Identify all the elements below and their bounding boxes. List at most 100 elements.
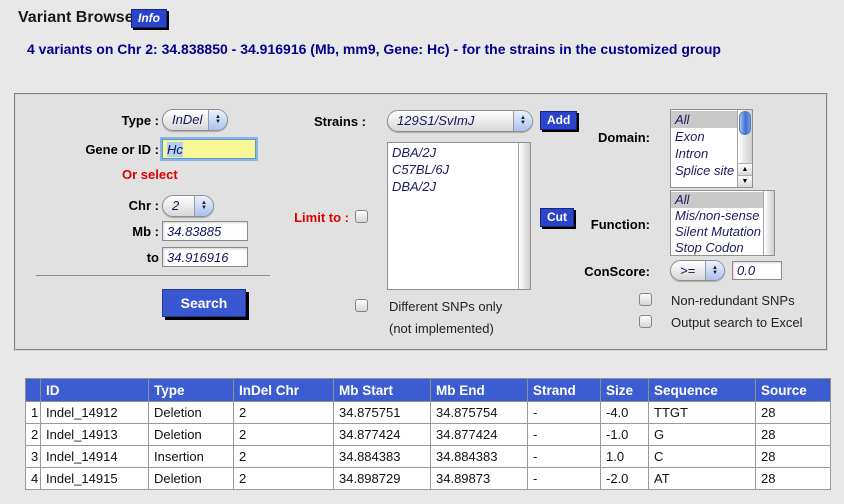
different-snps-label: Different SNPs only — [389, 299, 503, 314]
cell-source: 28 — [755, 467, 831, 490]
cell-size: -2.0 — [600, 467, 649, 490]
cell-source: 28 — [755, 423, 831, 446]
chr-select[interactable]: 2 ▲ ▼ — [162, 195, 214, 217]
cell-type: Deletion — [148, 401, 234, 424]
domain-listbox[interactable]: All Exon Intron Splice site ▲ ▼ — [670, 109, 753, 188]
result-summary: 4 variants on Chr 2: 34.838850 - 34.9169… — [27, 41, 721, 57]
page-title: Variant Browser — [18, 9, 140, 26]
type-select[interactable]: InDel ▲ ▼ — [162, 109, 228, 131]
cell-id: Indel_14912 — [40, 401, 149, 424]
col-header-indel-chr: InDel Chr — [233, 378, 334, 402]
limit-to-label: Limit to : — [294, 210, 349, 225]
spinner-arrows-icon: ▲ ▼ — [705, 261, 724, 280]
strains-listbox[interactable]: DBA/2J C57BL/6J DBA/2J — [387, 142, 531, 290]
search-form-panel: Type : InDel ▲ ▼ Gene or ID : Hc Or selec… — [14, 93, 828, 351]
cell-mb-end: 34.884383 — [430, 445, 528, 468]
cell-index: 1 — [25, 401, 41, 424]
scroll-up-icon[interactable]: ▲ — [738, 163, 752, 175]
function-option[interactable]: All — [671, 192, 763, 208]
strains-list-item[interactable]: DBA/2J — [392, 145, 437, 160]
add-strain-button[interactable]: Add — [540, 111, 578, 130]
cell-mb-start: 34.877424 — [333, 423, 431, 446]
cell-id: Indel_14913 — [40, 423, 149, 446]
cell-strand: - — [527, 401, 601, 424]
domain-option[interactable]: Splice site — [675, 163, 735, 178]
strains-select[interactable]: 129S1/SvImJ ▲ ▼ — [387, 110, 533, 132]
chr-label: Chr : — [128, 198, 159, 213]
function-scrollbar[interactable] — [763, 191, 774, 255]
table-row: 3 Indel_14914 Insertion 2 34.884383 34.8… — [25, 445, 831, 468]
cut-strain-button[interactable]: Cut — [540, 208, 574, 227]
cell-indel-chr: 2 — [233, 423, 334, 446]
strains-list-item[interactable]: C57BL/6J — [392, 162, 450, 177]
cell-index: 2 — [25, 423, 41, 446]
cell-indel-chr: 2 — [233, 445, 334, 468]
gene-input-value: Hc — [167, 142, 183, 157]
to-label: to — [146, 250, 159, 265]
output-excel-checkbox[interactable] — [639, 315, 652, 328]
col-header-source: Source — [755, 378, 831, 402]
function-option[interactable]: Silent Mutation — [675, 224, 761, 239]
cell-type: Insertion — [148, 445, 234, 468]
cell-sequence: C — [648, 445, 756, 468]
cell-index: 3 — [25, 445, 41, 468]
conscore-operator-select[interactable]: >= ▲ ▼ — [670, 260, 725, 281]
domain-option[interactable]: Exon — [675, 129, 705, 144]
col-header-sequence: Sequence — [648, 378, 756, 402]
different-snps-checkbox[interactable] — [355, 299, 368, 312]
domain-label: Domain: — [598, 130, 650, 145]
cell-type: Deletion — [148, 423, 234, 446]
cell-strand: - — [527, 467, 601, 490]
cell-size: 1.0 — [600, 445, 649, 468]
scrollbar-thumb[interactable] — [739, 111, 751, 135]
info-button[interactable]: Info — [131, 9, 167, 28]
spinner-arrows-icon: ▲ ▼ — [513, 111, 532, 131]
function-option[interactable]: Mis/non-sense — [675, 208, 760, 223]
function-label: Function: — [590, 217, 650, 232]
strains-select-value: 129S1/SvImJ — [397, 113, 475, 128]
col-header-id: ID — [40, 378, 149, 402]
domain-scrollbar[interactable]: ▲ ▼ — [737, 110, 752, 187]
cell-type: Deletion — [148, 467, 234, 490]
strains-scrollbar[interactable] — [518, 143, 530, 289]
col-header-type: Type — [148, 378, 234, 402]
type-select-value: InDel — [172, 112, 203, 127]
gene-input[interactable]: Hc — [162, 139, 256, 159]
strains-list-item[interactable]: DBA/2J — [392, 179, 437, 194]
mb-end-input[interactable] — [162, 247, 248, 267]
function-listbox[interactable]: All Mis/non-sense Silent Mutation Stop C… — [670, 190, 775, 256]
cell-mb-end: 34.877424 — [430, 423, 528, 446]
results-table: ID Type InDel Chr Mb Start Mb End Strand… — [25, 378, 831, 490]
mb-start-input[interactable] — [162, 221, 248, 241]
cell-strand: - — [527, 445, 601, 468]
col-header-size: Size — [600, 378, 649, 402]
search-button[interactable]: Search — [162, 289, 246, 317]
col-header-mb-end: Mb End — [430, 378, 528, 402]
conscore-input[interactable] — [732, 261, 782, 280]
col-header-mb-start: Mb Start — [333, 378, 431, 402]
gene-label: Gene or ID : — [85, 142, 159, 157]
cell-mb-start: 34.875751 — [333, 401, 431, 424]
limit-to-checkbox[interactable] — [355, 210, 368, 223]
or-select-label: Or select — [122, 167, 178, 182]
domain-option[interactable]: Intron — [675, 146, 709, 161]
domain-option[interactable]: All — [671, 111, 737, 128]
chr-select-value: 2 — [172, 198, 180, 213]
table-row: 4 Indel_14915 Deletion 2 34.898729 34.89… — [25, 467, 831, 490]
cell-strand: - — [527, 423, 601, 446]
scroll-down-icon[interactable]: ▼ — [738, 175, 752, 187]
cell-source: 28 — [755, 401, 831, 424]
cell-sequence: G — [648, 423, 756, 446]
nonredundant-checkbox[interactable] — [639, 293, 652, 306]
function-option[interactable]: Stop Codon — [675, 240, 744, 255]
table-row: 2 Indel_14913 Deletion 2 34.877424 34.87… — [25, 423, 831, 446]
not-implemented-note: (not implemented) — [389, 321, 494, 336]
cell-id: Indel_14915 — [40, 467, 149, 490]
col-header-strand: Strand — [527, 378, 601, 402]
conscore-operator-value: >= — [680, 263, 696, 278]
nonredundant-label: Non-redundant SNPs — [671, 293, 795, 308]
divider — [36, 275, 270, 276]
cell-indel-chr: 2 — [233, 401, 334, 424]
cell-sequence: TTGT — [648, 401, 756, 424]
output-excel-label: Output search to Excel — [671, 315, 803, 330]
